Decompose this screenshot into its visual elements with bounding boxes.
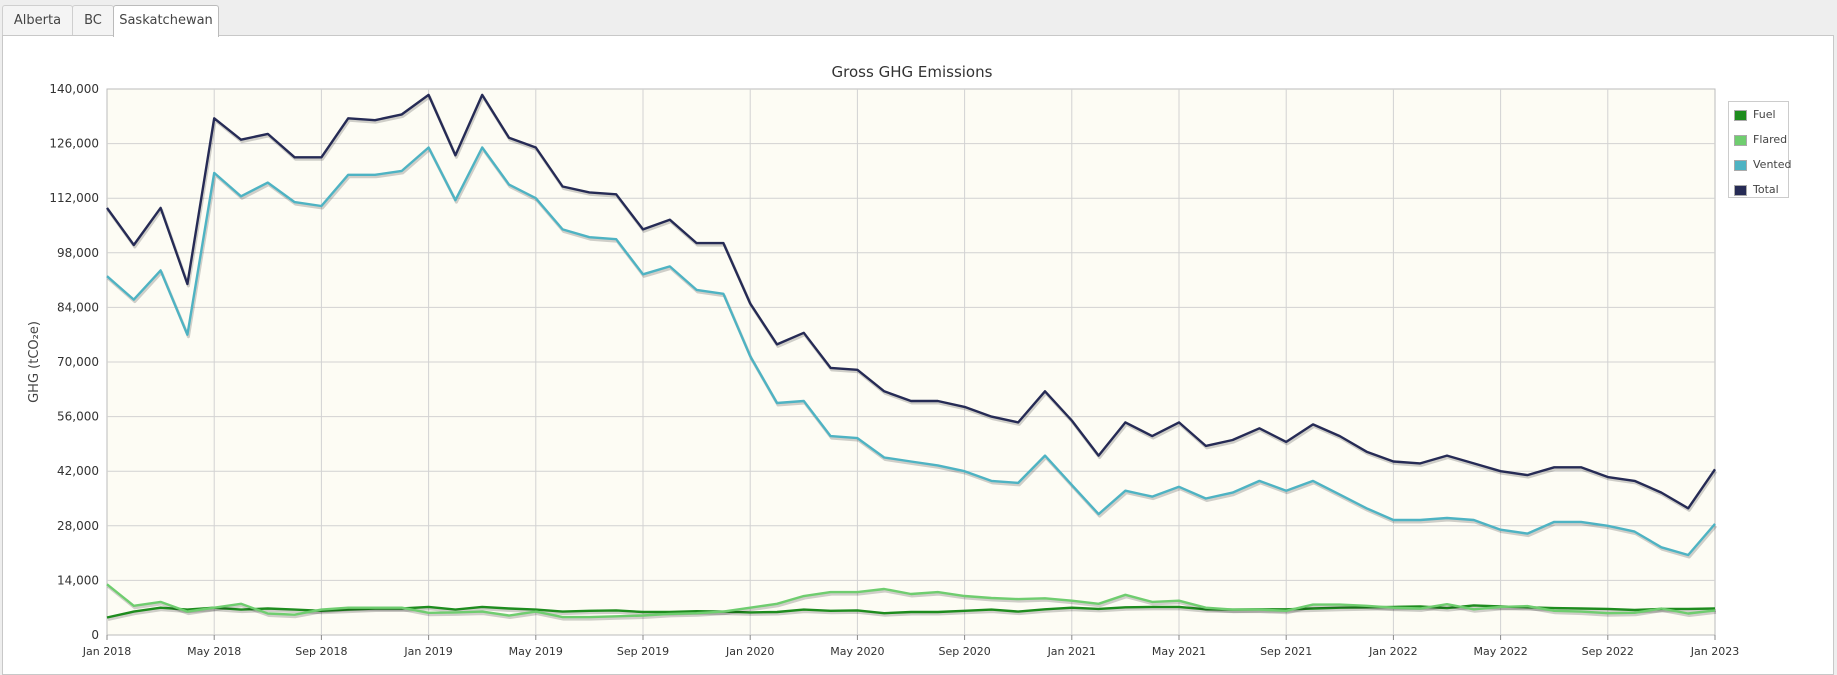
y-tick-label: 0 [91,628,99,642]
x-tick-label: May 2019 [509,645,563,658]
legend: Fuel Flared Vented Total [1728,101,1792,198]
x-tick-label: Jan 2022 [1368,645,1417,658]
y-tick-label: 112,000 [49,191,99,205]
y-axis-label: GHG (tCO₂e) [27,321,42,403]
series-shadow-fuel [107,605,1717,621]
y-tick-label: 70,000 [57,355,99,369]
y-tick-label: 84,000 [57,300,99,314]
series-line-total [106,93,1716,510]
x-tick-label: May 2018 [187,645,241,658]
x-tick-label: Jan 2021 [1047,645,1096,658]
chart-title: Gross GHG Emissions [832,63,993,81]
y-axis-ticks: 0 14,000 28,000 42,000 56,000 70,000 84,000 98,… [49,82,99,642]
y-tick-label: 126,000 [49,137,99,151]
x-tick-label: Sep 2018 [295,645,347,658]
series-shadow-flared [107,585,1717,621]
tab-saskatchewan[interactable]: Saskatchewan [113,5,219,37]
x-tick-label: Sep 2022 [1582,645,1634,658]
legend-swatch-vented [1734,160,1747,171]
series-shadow-vented [107,148,1718,559]
x-tick-label: Sep 2019 [617,645,669,658]
x-tick-label: May 2022 [1473,645,1527,658]
legend-label-total: Total [1753,183,1779,196]
legend-swatch-fuel [1734,110,1747,121]
y-tick-label: 14,000 [57,573,99,587]
x-tick-label: May 2020 [830,645,884,658]
x-tick-label: Jan 2018 [82,645,131,658]
x-tick-label: May 2021 [1152,645,1206,658]
legend-label-fuel: Fuel [1753,108,1776,121]
legend-swatch-flared [1734,135,1747,146]
legend-swatch-total [1734,185,1747,196]
x-axis-ticks: Jan 2018 May 2018 Sep 2018 Jan 2019 May 2019… [82,635,1739,658]
y-tick-label: 98,000 [57,246,99,260]
y-tick-label: 42,000 [57,464,99,478]
y-tick-label: 56,000 [57,410,99,424]
series-shadow-total [106,95,1718,512]
x-tick-label: Sep 2021 [1260,645,1312,658]
series-line-flared [106,583,1716,619]
tab-bc[interactable]: BC [72,5,114,35]
x-tick-label: Jan 2019 [403,645,452,658]
legend-label-vented: Vented [1753,158,1792,171]
x-tick-label: Jan 2020 [725,645,774,658]
series-line-vented [106,146,1716,557]
tab-alberta[interactable]: Alberta [2,5,73,35]
x-tick-label: Jan 2023 [1690,645,1739,658]
series-lines [106,93,1718,621]
x-tick-label: Sep 2020 [938,645,990,658]
legend-label-flared: Flared [1753,133,1788,146]
y-tick-label: 28,000 [57,519,99,533]
tab-bar: Alberta BC Saskatchewan [0,0,1837,37]
y-tick-label: 140,000 [49,82,99,96]
